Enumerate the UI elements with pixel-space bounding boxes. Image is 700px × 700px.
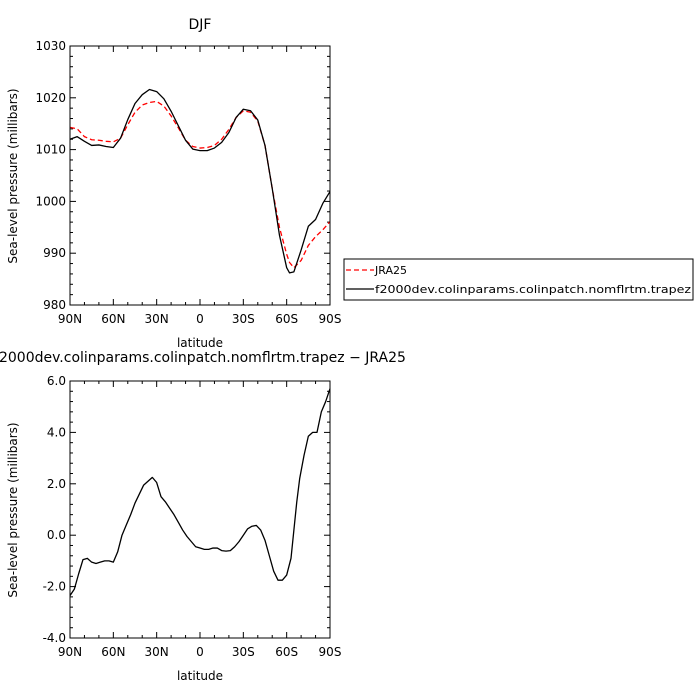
- top-y-axis-label: Sea-level pressure (millibars): [6, 88, 20, 263]
- bottom-plot-frame: [69, 380, 331, 639]
- top-panel: DJF 90N 60N 30N 0 30S 60S 90S 980 990 1000 1010 102…: [6, 17, 341, 350]
- legend-label-model: f2000dev.colinparams.colinpatch.nomflrtm…: [375, 283, 691, 296]
- top-series-line-0: [69, 100, 331, 269]
- bottom-y-tick-label: -4.0: [43, 631, 66, 645]
- top-plot-frame: [69, 45, 331, 306]
- bottom-x-tick-label: 90N: [58, 645, 82, 659]
- bottom-x-tick-label: 60S: [275, 645, 298, 659]
- legend-label-jra25: JRA25: [374, 264, 407, 277]
- bottom-x-tick-label: 60N: [101, 645, 125, 659]
- bottom-x-axis-label: latitude: [177, 669, 223, 683]
- legend: JRA25 f2000dev.colinparams.colinpatch.no…: [343, 258, 694, 301]
- bottom-x-tick-label: 0: [196, 645, 204, 659]
- top-y-tick-label: 1020: [35, 91, 66, 105]
- top-y-tick-label: 1010: [35, 143, 66, 157]
- bottom-y-tick-label: -2.0: [43, 580, 66, 594]
- top-y-tick-label: 1000: [35, 194, 66, 208]
- bottom-y-axis-label: Sea-level pressure (millibars): [6, 422, 20, 597]
- top-x-tick-label: 60S: [275, 312, 298, 326]
- top-x-tick-label: 30N: [145, 312, 169, 326]
- top-y-tick-label: 990: [43, 246, 66, 260]
- bottom-x-tick-label: 90S: [319, 645, 342, 659]
- legend-box: [343, 258, 694, 301]
- top-x-tick-label: 30S: [232, 312, 255, 326]
- bottom-y-tick-label: 6.0: [47, 374, 66, 388]
- bottom-x-tick-label: 30S: [232, 645, 255, 659]
- bottom-title: f2000dev.colinparams.colinpatch.nomflrtm…: [0, 350, 406, 366]
- bottom-y-tick-label: 4.0: [47, 425, 66, 439]
- top-y-tick-label: 980: [43, 298, 66, 312]
- bottom-y-tick-label: 0.0: [47, 528, 66, 542]
- top-plot-area: 90N 60N 30N 0 30S 60S 90S 980 990 1000 1010 1020 103…: [35, 39, 341, 326]
- top-x-tick-label: 90N: [58, 312, 82, 326]
- top-title: DJF: [189, 17, 212, 33]
- bottom-x-tick-label: 30N: [145, 645, 169, 659]
- top-x-tick-label: 60N: [101, 312, 125, 326]
- top-series-line-1: [69, 88, 331, 274]
- bottom-panel: f2000dev.colinparams.colinpatch.nomflrtm…: [0, 350, 406, 683]
- top-x-tick-label: 0: [196, 312, 204, 326]
- bottom-plot-area: 90N 60N 30N 0 30S 60S 90S -4.0 -2.0 0.0 2.0 4.0 6.0: [43, 374, 342, 659]
- top-y-tick-label: 1030: [35, 39, 66, 53]
- bottom-series-line-0: [69, 388, 331, 596]
- top-x-axis-label: latitude: [177, 336, 223, 350]
- top-x-tick-label: 90S: [319, 312, 342, 326]
- bottom-y-tick-label: 2.0: [47, 477, 66, 491]
